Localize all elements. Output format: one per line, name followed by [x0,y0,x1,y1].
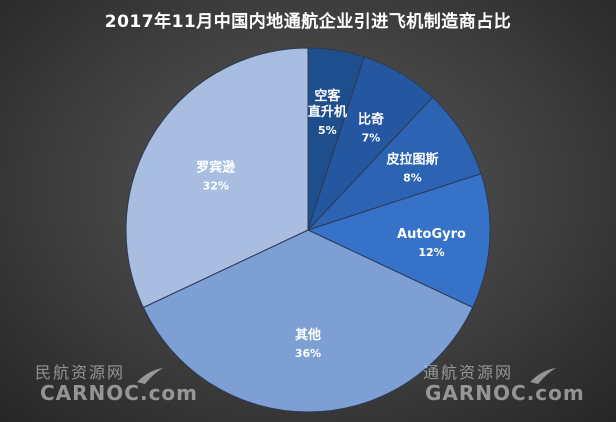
slice-label-2-0: 皮拉图斯 [385,152,438,168]
swoosh-right-icon [530,368,556,384]
swoosh-left-icon [137,368,163,384]
slice-label-1-0: 比奇 [358,111,384,127]
slice-pct-5: 32% [203,179,229,192]
slice-3 [306,173,491,309]
slice-pct-3: 12% [418,246,444,259]
slice-label-3-0: AutoGyro [397,227,466,242]
slice-pct-2: 8% [403,172,422,185]
pie-slices [125,47,491,413]
slice-label-5-0: 罗宾逊 [196,159,235,175]
slice-2 [307,96,482,231]
slice-label-0-1: 直升机 [308,104,347,120]
slice-pct-4: 36% [295,347,321,360]
chart-title: 2017年11月中国内地通航企业引进飞机制造商占比 [104,12,512,32]
watermark-right-cn: 通航资源网 [423,363,514,382]
slice-label-0-0: 空客 [314,88,341,104]
slice-4 [142,229,474,413]
watermark-left-en: CARNOC.com [40,381,199,405]
slice-label-4-0: 其他 [295,327,321,343]
watermark-right-en: GARNOC.com [425,381,585,405]
slice-pct-0: 5% [318,124,337,137]
watermark-left-cn: 民航资源网 [35,363,126,382]
slice-pct-1: 7% [362,131,381,144]
slice-5 [125,47,309,309]
